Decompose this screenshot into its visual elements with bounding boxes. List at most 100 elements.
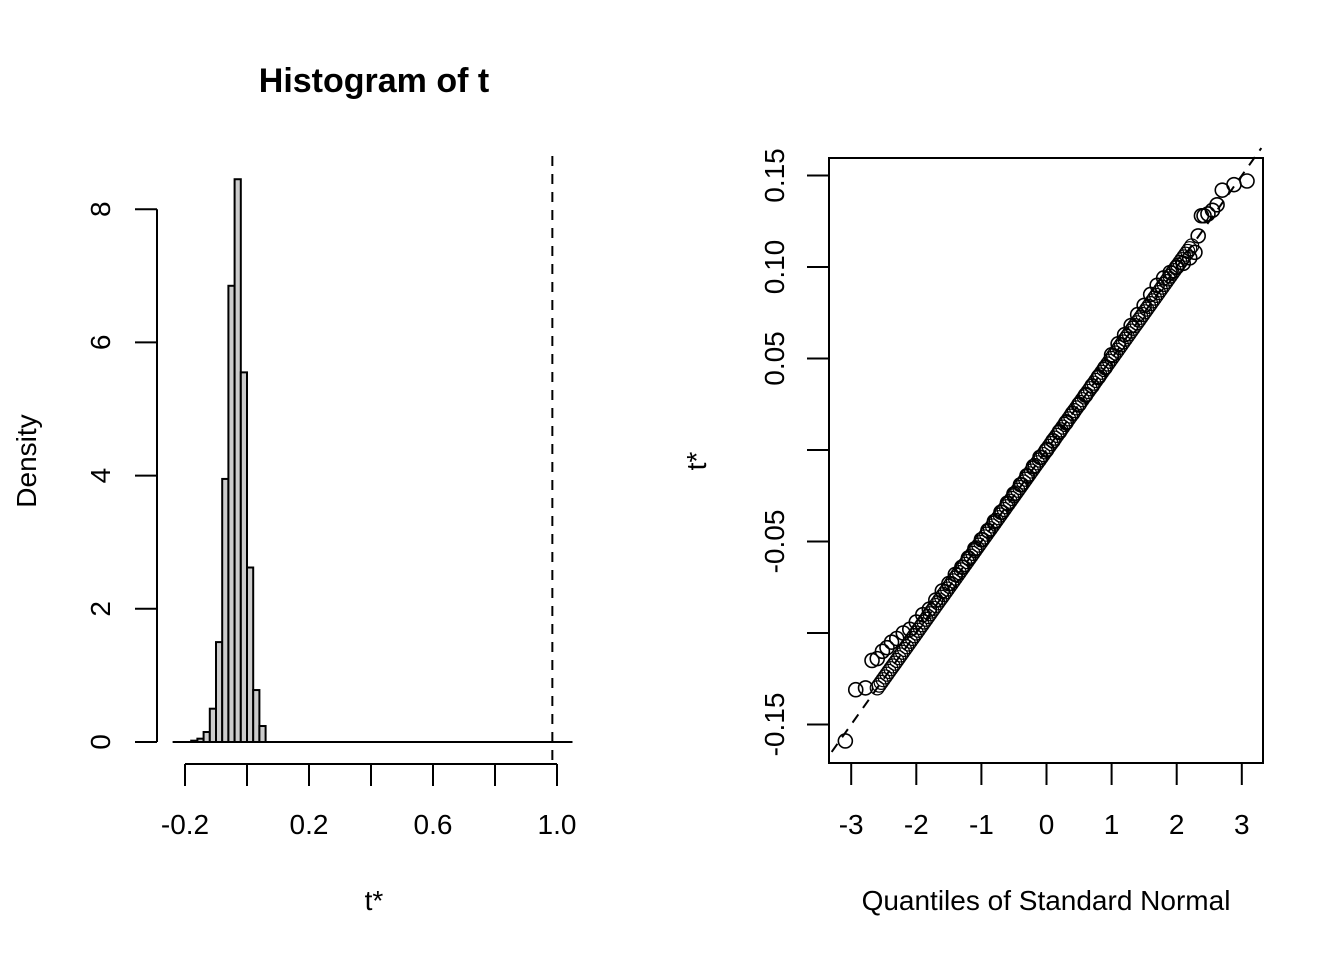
qq-point [922, 606, 938, 622]
x-tick-label: 0.2 [290, 809, 329, 840]
qq-point [1184, 238, 1200, 254]
y-tick-label: 0 [85, 734, 116, 750]
qq-point [1076, 389, 1092, 405]
qq-point [934, 589, 950, 605]
y-tick-label: 6 [85, 335, 116, 351]
qq-point [879, 639, 895, 656]
qq-point [873, 674, 889, 691]
qq-point [1176, 249, 1192, 265]
qq-point [1072, 394, 1088, 411]
qq-point [1156, 276, 1172, 292]
qq-point [975, 532, 991, 548]
qq-point [928, 597, 944, 614]
qq-point [988, 512, 1004, 529]
y-tick-label: 4 [85, 468, 116, 484]
qq-point [1204, 202, 1221, 219]
qq-point [916, 614, 932, 630]
qq-point [1158, 274, 1174, 290]
qq-point [1057, 416, 1073, 432]
histogram-bars [190, 178, 267, 744]
qq-point [1107, 345, 1124, 361]
qq-point [1088, 372, 1104, 389]
qq-point [1166, 263, 1182, 279]
qq-point [1200, 206, 1216, 222]
qq-point [979, 526, 995, 542]
qq-point [898, 639, 915, 655]
y-tick-label: -0.05 [759, 510, 790, 574]
qq-point [1100, 356, 1116, 372]
histogram-title: Histogram of t [259, 62, 489, 100]
qq-point [926, 600, 942, 616]
qq-point [1113, 337, 1129, 353]
qq-point [1174, 252, 1190, 268]
qq-x-axis-label: Quantiles of Standard Normal [862, 885, 1231, 916]
qq-point [1084, 378, 1100, 394]
qq-point [990, 510, 1006, 526]
qq-point [1162, 268, 1178, 284]
qq-point [984, 518, 1001, 534]
qq-point [998, 499, 1014, 515]
qq-point [986, 515, 1003, 531]
qq-point [1096, 361, 1112, 378]
qq-point [1168, 260, 1184, 276]
qq-point [1066, 403, 1083, 419]
qq-point [1139, 301, 1155, 317]
qq-point [1004, 490, 1020, 507]
qq-point [1170, 257, 1186, 273]
qq-point [1035, 446, 1051, 463]
qq-point [1018, 471, 1034, 487]
qq-point [1049, 427, 1065, 443]
qq-point [1123, 323, 1139, 339]
qq-point [1102, 353, 1118, 369]
qq-point [1109, 342, 1126, 358]
qq-point [914, 617, 930, 633]
qq-point [1043, 435, 1059, 452]
qq-point [885, 658, 901, 674]
qq-point [1039, 441, 1055, 457]
qq-point [924, 603, 940, 619]
qq-point [947, 570, 963, 586]
qq-point [837, 733, 854, 749]
qq-point [1137, 304, 1153, 320]
qq-point [963, 548, 979, 564]
x-tick-label: 3 [1234, 809, 1250, 840]
qq-point [1154, 279, 1170, 295]
qq-point [1209, 196, 1225, 213]
qq-point [908, 625, 924, 641]
qq-reference-line [830, 147, 1263, 753]
qq-point [951, 565, 967, 581]
x-tick-label: -1 [969, 809, 994, 840]
qq-point [1150, 285, 1167, 301]
y-tick-label: 0.05 [759, 331, 790, 386]
qq-point [902, 633, 919, 649]
qq-point [1145, 293, 1161, 309]
qq-point [1178, 246, 1194, 262]
qq-point [1074, 392, 1090, 408]
qq-point [1020, 468, 1036, 485]
qq-point [869, 680, 885, 696]
qq-point [1031, 452, 1047, 468]
qq-point [1055, 419, 1071, 435]
qq-point [943, 575, 960, 592]
qq-point [1090, 370, 1106, 386]
qq-point [1027, 457, 1044, 474]
qq-point [920, 608, 936, 625]
qq-point [982, 521, 999, 537]
qq-point [896, 641, 913, 658]
qq-point [893, 647, 909, 663]
qq-point [1010, 482, 1026, 498]
qq-point [904, 630, 920, 647]
qq-point [871, 677, 887, 693]
qq-point [939, 581, 956, 597]
qq-point [1133, 309, 1149, 325]
x-tick-label: 1 [1104, 809, 1120, 840]
qq-point [1092, 367, 1108, 383]
qq-point [1119, 328, 1135, 345]
x-tick-label: -0.2 [161, 809, 209, 840]
qq-point [1094, 364, 1110, 380]
qq-point [1025, 460, 1042, 476]
y-tick-label: 2 [85, 601, 116, 617]
qq-point [1064, 405, 1081, 421]
qq-point [994, 504, 1010, 520]
